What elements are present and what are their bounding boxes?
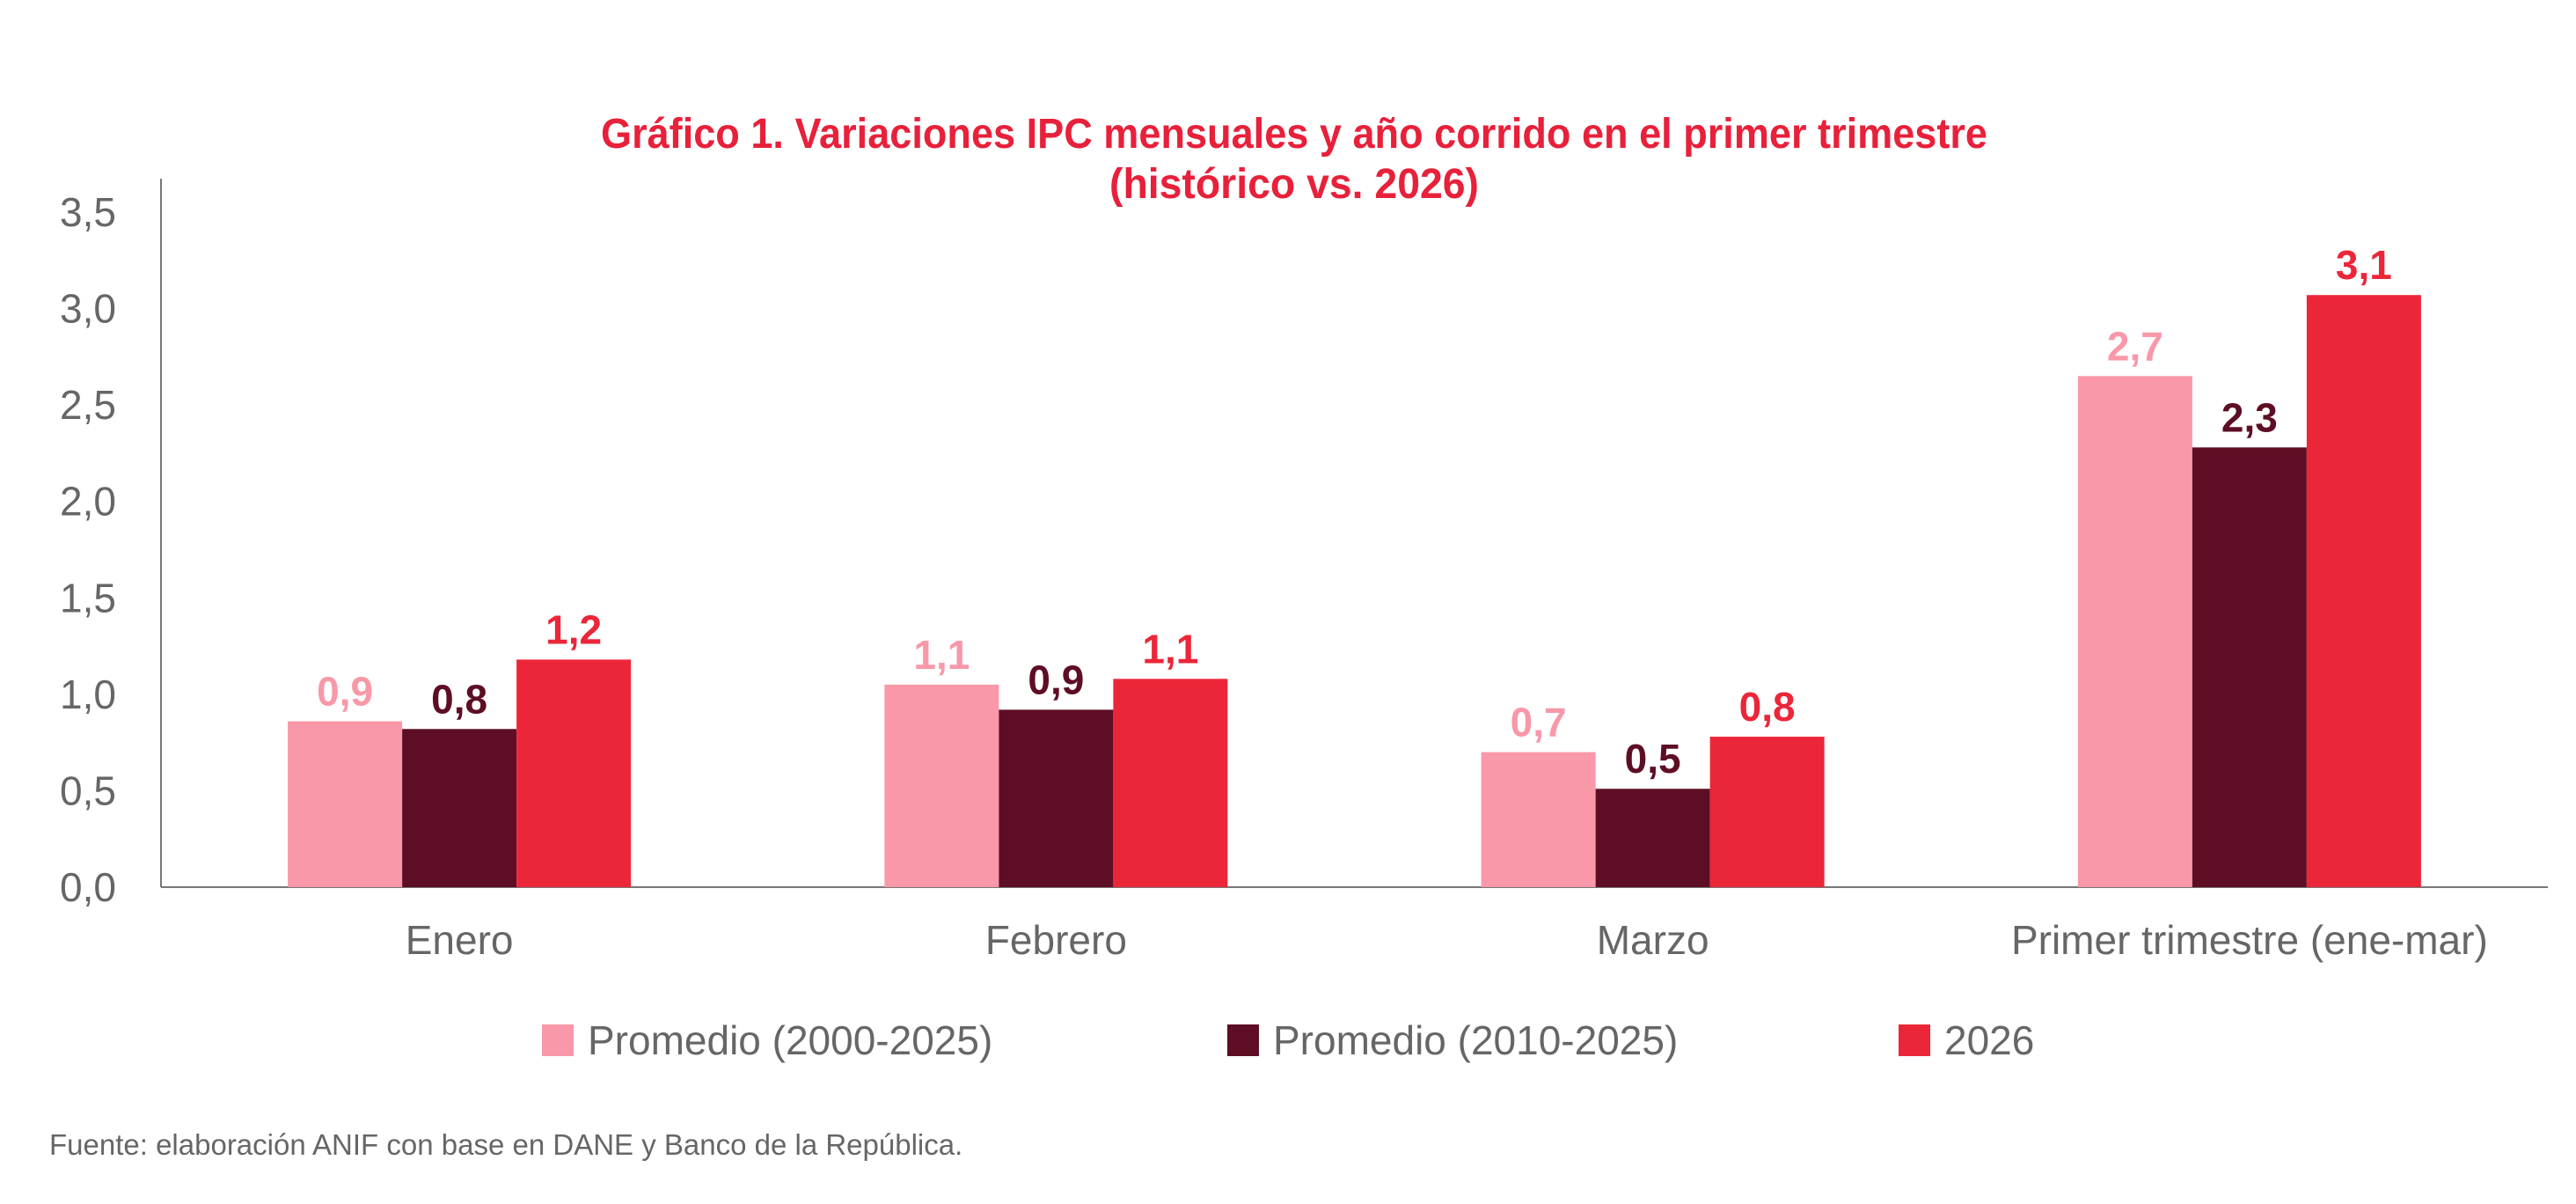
bar [2192, 447, 2307, 887]
y-tick-label: 0,0 [60, 864, 116, 910]
x-tick-label: Enero [406, 917, 514, 963]
chart-title: Gráfico 1. Variaciones IPC mensuales y a… [601, 111, 1987, 158]
bar [1595, 789, 1710, 887]
bar [288, 721, 403, 887]
data-label: 3,1 [2336, 242, 2392, 288]
y-tick-label: 0,5 [60, 767, 116, 813]
y-tick-label: 1,0 [60, 672, 116, 717]
legend-label: Promedio (2000-2025) [588, 1017, 992, 1063]
bar [2306, 295, 2421, 887]
data-label: 1,2 [545, 606, 602, 652]
x-tick-label: Primer trimestre (ene-mar) [2011, 917, 2488, 963]
bar [402, 729, 517, 887]
bar [1709, 737, 1825, 887]
legend-swatch [1227, 1024, 1259, 1056]
source-note: Fuente: elaboración ANIF con base en DAN… [49, 1128, 962, 1161]
legend-label: Promedio (2010-2025) [1273, 1017, 1678, 1063]
chart-subtitle: (histórico vs. 2026) [1109, 161, 1479, 208]
data-label: 2,7 [2107, 323, 2163, 369]
data-label: 0,9 [1028, 657, 1084, 702]
bar [999, 709, 1114, 887]
y-tick-label: 3,5 [60, 189, 116, 235]
legend-swatch [1899, 1024, 1930, 1056]
data-label: 0,8 [431, 676, 487, 722]
legend-label: 2026 [1944, 1017, 2034, 1063]
bar [884, 684, 999, 887]
y-tick-label: 3,0 [60, 286, 116, 332]
data-label: 1,1 [1142, 626, 1198, 672]
x-tick-label: Febrero [985, 917, 1127, 963]
data-label: 1,1 [913, 632, 970, 678]
legend-swatch [542, 1024, 574, 1056]
bar [2077, 376, 2192, 887]
x-tick-label: Marzo [1597, 917, 1709, 963]
y-tick-label: 2,5 [60, 382, 116, 428]
y-tick-label: 2,0 [60, 479, 116, 525]
data-label: 0,5 [1625, 736, 1681, 782]
data-label: 0,9 [317, 669, 373, 715]
bar [1113, 679, 1228, 887]
bar [516, 659, 632, 887]
y-tick-label: 1,5 [60, 575, 116, 620]
data-label: 0,7 [1511, 700, 1567, 745]
data-label: 2,3 [2221, 394, 2278, 440]
bar [1481, 752, 1596, 887]
data-label: 0,8 [1739, 684, 1796, 730]
